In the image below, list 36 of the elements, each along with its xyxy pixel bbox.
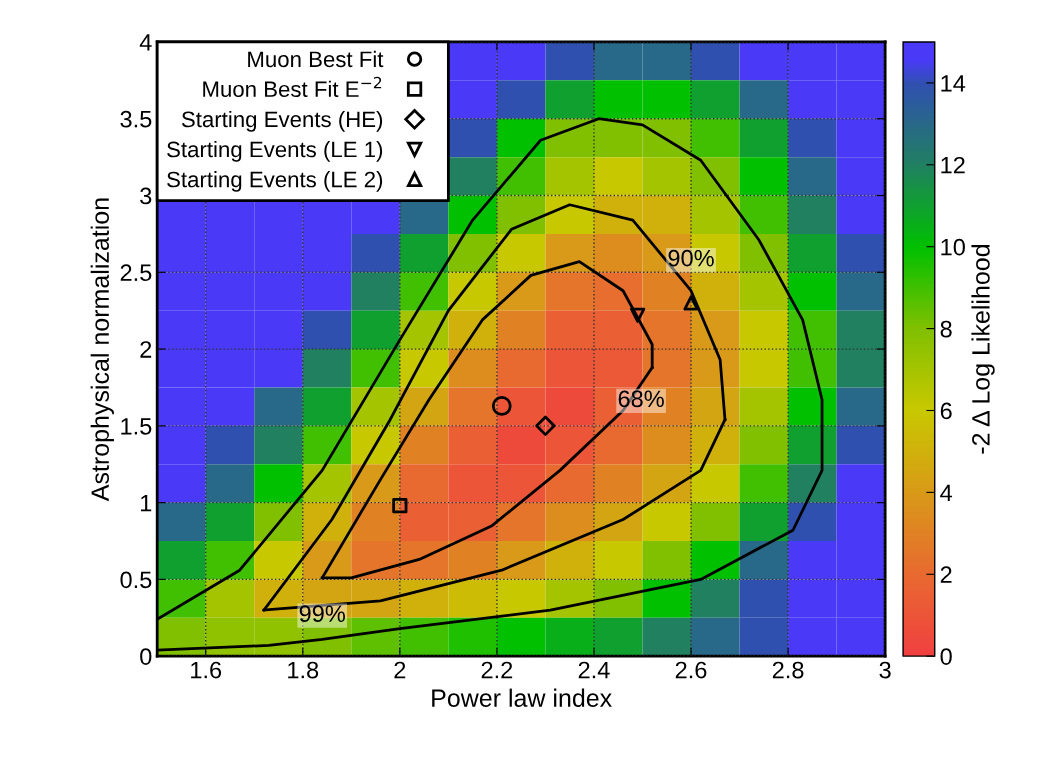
y-tick-label: 3.5 [120, 110, 152, 128]
legend-label: Muon Best Fit E$^{−2}$ [203, 76, 382, 98]
y-tick-label: 4 [139, 34, 152, 51]
color-bar-label: 14 [941, 75, 966, 92]
y-tick-label: 2.5 [120, 264, 152, 282]
color-bar-title: -2 Δ Log Likelihood [971, 245, 995, 454]
x-tick-label: 2.4 [578, 661, 610, 679]
y-tick-label: 1.5 [121, 418, 152, 435]
x-tick-label: 1.8 [288, 661, 319, 679]
legend-label: Starting Events (HE) [181, 110, 383, 132]
annotation: 68% [618, 390, 664, 408]
y-tick-label: 0.5 [120, 571, 152, 589]
color-bar-label: 10 [941, 238, 965, 256]
x-tick-label: 2 [394, 661, 406, 679]
legend-label: Starting Events (LE 2) [167, 171, 383, 192]
x-tick-label: 2.6 [675, 661, 707, 679]
y-tick-label: 2 [140, 341, 152, 358]
color-bar-label: 8 [940, 320, 952, 338]
color-bar-label: 2 [940, 566, 952, 583]
y-tick-label: 1 [141, 494, 152, 512]
annotation: 90% [668, 249, 714, 267]
color-bar-label: 4 [940, 484, 953, 501]
annotation: 99% [299, 605, 345, 623]
x-tick-label: 2.8 [772, 661, 804, 679]
legend-label: Muon Best Fit [248, 50, 384, 68]
x-tick-label: 1.6 [191, 661, 222, 679]
legend-label: Starting Events (LE 1) [167, 141, 383, 162]
y-tick-label: 3 [140, 187, 152, 205]
x-tick-label: 2.2 [481, 661, 513, 679]
x-tick-label: 3 [879, 661, 891, 679]
x-axis-title: Power law index [432, 688, 612, 707]
y-axis-title: Astrophysical normalization [90, 198, 114, 502]
color-bar-label: 12 [941, 156, 965, 174]
color-bar-label: 6 [940, 402, 952, 420]
color-bar-label: 0 [940, 648, 952, 665]
y-tick-label: 0 [140, 648, 152, 665]
